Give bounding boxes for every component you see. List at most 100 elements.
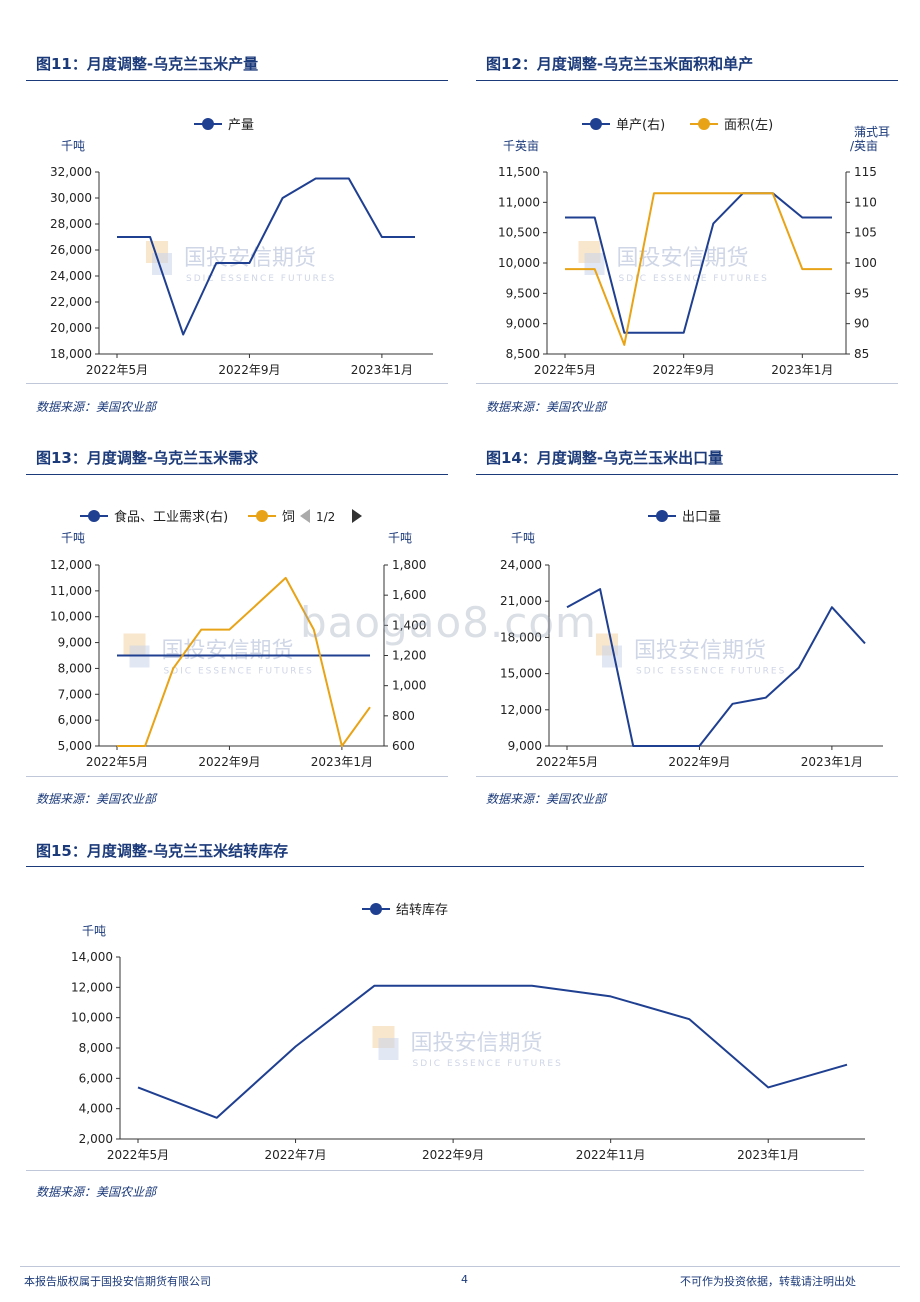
figure-12-bottom-rule — [476, 383, 898, 384]
left-axis-tick-label: 28,000 — [50, 217, 92, 231]
left-axis-unit: 千吨 — [61, 139, 85, 153]
left-axis-tick-label: 8,000 — [79, 1041, 113, 1055]
figure-15-title: 图15：月度调整-乌克兰玉米结转库存 — [36, 842, 289, 860]
figure-11-bottom-rule — [26, 383, 448, 384]
legend-marker-dot — [656, 510, 668, 522]
left-axis-tick-label: 26,000 — [50, 243, 92, 257]
legend-marker-dot — [202, 118, 214, 130]
right-axis-tick-label: 105 — [854, 226, 877, 240]
x-axis-tick-label: 2022年7月 — [264, 1148, 326, 1162]
legend-prev-icon — [300, 509, 310, 523]
right-axis-unit: 蒲式耳 — [854, 125, 890, 139]
figure-13-title: 图13：月度调整-乌克兰玉米需求 — [36, 449, 259, 467]
legend-marker-dot — [590, 118, 602, 130]
x-axis-tick-label: 2022年5月 — [534, 363, 596, 377]
left-axis-tick-label: 18,000 — [50, 347, 92, 361]
left-axis-tick-label: 11,500 — [498, 165, 540, 179]
watermark-subtext: SDIC ESSENCE FUTURES — [186, 274, 336, 284]
left-axis-tick-label: 11,000 — [50, 584, 92, 598]
left-axis-tick-label: 22,000 — [50, 295, 92, 309]
left-axis-tick-label: 18,000 — [500, 630, 542, 644]
watermark-logo-block — [378, 1038, 399, 1060]
right-axis-tick-label: 600 — [392, 739, 415, 753]
watermark-subtext: SDIC ESSENCE FUTURES — [164, 667, 314, 677]
left-axis-tick-label: 14,000 — [71, 950, 113, 964]
left-axis-tick-label: 11,000 — [498, 195, 540, 209]
left-axis-unit: 千吨 — [511, 531, 535, 545]
watermark-logo-block — [584, 253, 605, 275]
x-axis-tick-label: 2022年9月 — [668, 755, 730, 769]
figure-11-source: 数据来源：美国农业部 — [36, 400, 157, 414]
figure-13-bottom-rule — [26, 776, 448, 777]
figure-12-source: 数据来源：美国农业部 — [486, 400, 607, 414]
footer-rule — [20, 1266, 900, 1267]
legend-marker-dot — [256, 510, 268, 522]
figure-14-bottom-rule — [476, 776, 898, 777]
series-line-1 — [117, 177, 415, 336]
left-axis-tick-label: 10,000 — [50, 610, 92, 624]
left-axis-tick-label: 8,500 — [506, 347, 540, 361]
left-axis-tick-label: 8,000 — [58, 661, 92, 675]
watermark-logo-block — [602, 645, 622, 668]
legend-label: 饲 — [282, 510, 295, 525]
left-axis-tick-label: 20,000 — [50, 321, 92, 335]
left-axis-tick-label: 4,000 — [79, 1102, 113, 1116]
watermark-subtext: SDIC ESSENCE FUTURES — [636, 667, 786, 677]
legend-label: 产量 — [228, 118, 254, 133]
figure-13-rule — [26, 474, 448, 475]
right-axis-tick-label: 115 — [854, 165, 877, 179]
series-line-1 — [566, 588, 866, 747]
left-axis-tick-label: 24,000 — [50, 269, 92, 283]
figure-15-chart: 国投安信期货 SDIC ESSENCE FUTURES 2,000 4,000 6,00… — [71, 902, 865, 1162]
left-axis-tick-label: 12,000 — [500, 703, 542, 717]
x-axis-tick-label: 2023年1月 — [737, 1148, 799, 1162]
legend-label: 面积(左) — [724, 118, 773, 133]
left-axis-tick-label: 6,000 — [79, 1071, 113, 1085]
x-axis-tick-label: 2023年1月 — [801, 755, 863, 769]
left-axis-unit: 千英亩 — [503, 138, 539, 153]
left-axis-tick-label: 6,000 — [58, 713, 92, 727]
figure-13-chart: 国投安信期货 SDIC ESSENCE FUTURES 5,000 6,000 7,00… — [50, 509, 426, 769]
right-axis-tick-label: 800 — [392, 709, 415, 723]
watermark-subtext: SDIC ESSENCE FUTURES — [619, 274, 769, 284]
legend-label: 单产(右) — [616, 118, 665, 133]
left-axis-tick-label: 24,000 — [500, 558, 542, 572]
watermark-subtext: SDIC ESSENCE FUTURES — [413, 1059, 563, 1069]
figure-15-rule — [26, 866, 864, 867]
right-axis-tick-label: 110 — [854, 195, 877, 209]
left-axis-tick-label: 15,000 — [500, 667, 542, 681]
left-axis-tick-label: 21,000 — [500, 594, 542, 608]
figure-12-chart: 国投安信期货 SDIC ESSENCE FUTURES 8,500 9,000 9,50… — [498, 118, 890, 377]
figure-15-bottom-rule — [26, 1170, 864, 1171]
x-axis-tick-label: 2022年9月 — [198, 755, 260, 769]
watermark-text: 国投安信期货 — [162, 639, 294, 664]
x-axis-tick-label: 2022年9月 — [422, 1148, 484, 1162]
figure-11-title: 图11：月度调整-乌克兰玉米产量 — [36, 55, 259, 73]
left-axis-tick-label: 9,000 — [508, 739, 542, 753]
right-axis-tick-label: 90 — [854, 317, 869, 331]
watermark-text: 国投安信期货 — [184, 246, 316, 271]
left-axis-tick-label: 10,500 — [498, 226, 540, 240]
legend-page-indicator: 1/2 — [316, 510, 335, 524]
series-line-1 — [565, 192, 832, 334]
left-axis-tick-label: 12,000 — [50, 558, 92, 572]
watermark-text: 国投安信期货 — [617, 246, 749, 271]
right-axis-tick-label: 100 — [854, 256, 877, 270]
right-axis-tick-label: 1,200 — [392, 649, 426, 663]
right-axis-tick-label: 95 — [854, 286, 869, 300]
figure-14-title: 图14：月度调整-乌克兰玉米出口量 — [486, 449, 724, 467]
x-axis-tick-label: 2022年5月 — [86, 363, 148, 377]
x-axis-tick-label: 2022年5月 — [107, 1148, 169, 1162]
x-axis-tick-label: 2022年9月 — [653, 363, 715, 377]
left-axis-tick-label: 32,000 — [50, 165, 92, 179]
x-axis-tick-label: 2022年5月 — [536, 755, 598, 769]
legend-marker-dot — [88, 510, 100, 522]
footer-copyright: 本报告版权属于国投安信期货有限公司 — [24, 1275, 211, 1288]
right-axis-unit: 千吨 — [388, 531, 412, 545]
legend-label: 出口量 — [682, 510, 721, 525]
site-watermark: baogao8.com — [300, 598, 597, 647]
figure-12-title: 图12：月度调整-乌克兰玉米面积和单产 — [486, 55, 754, 73]
left-axis-tick-label: 7,000 — [58, 687, 92, 701]
left-axis-tick-label: 10,000 — [71, 1011, 113, 1025]
x-axis-tick-label: 2023年1月 — [311, 755, 373, 769]
